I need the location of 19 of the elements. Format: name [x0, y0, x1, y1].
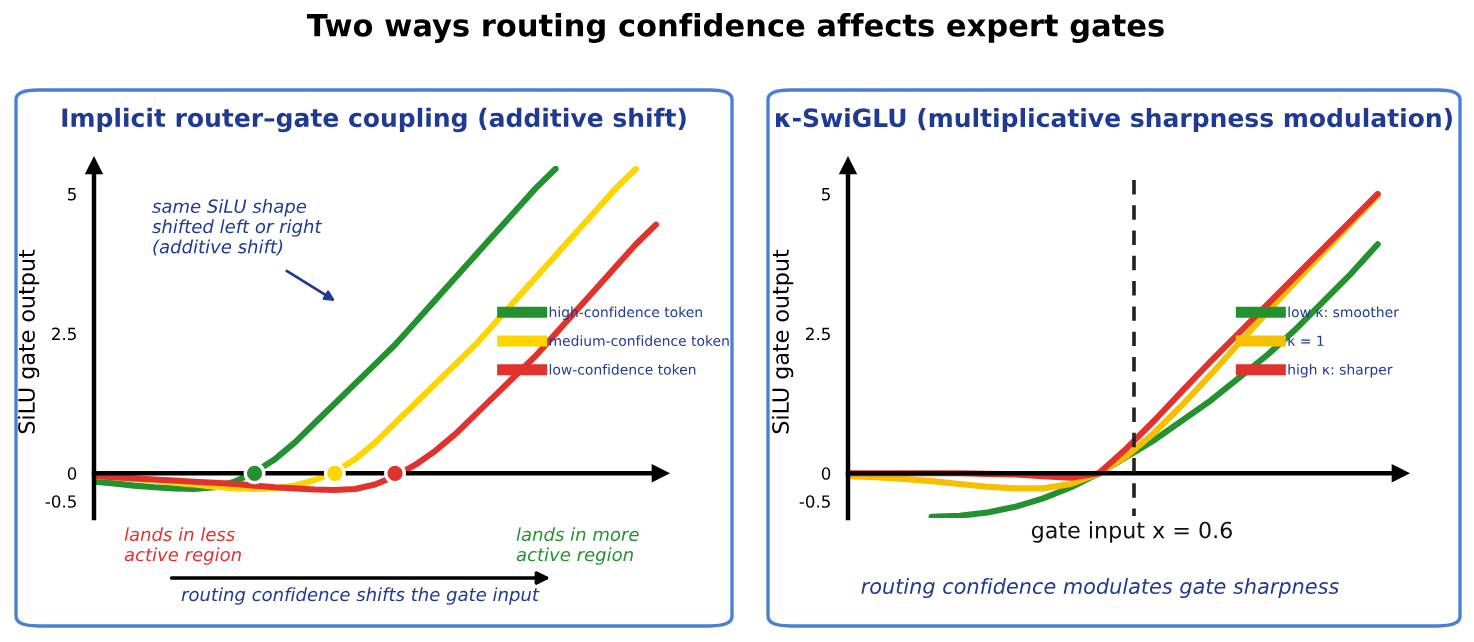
y-axis-title: SiLU gate output [17, 249, 40, 434]
y-tick-label: 5 [822, 188, 830, 201]
y-tick-label: -0.5 [799, 495, 830, 508]
y-tick-label: 0 [821, 467, 831, 480]
text: gate input x = 0.6 [1031, 521, 1232, 543]
annotation: same SiLU shape shifted left or right (additive shift) [152, 199, 323, 256]
chart-title: κ-SwiGLU (multiplicative sharpness modulation) [776, 107, 1452, 133]
y-tick-label: 0 [67, 467, 77, 480]
text: Two ways routing confidence affects expert gates [306, 13, 1164, 43]
y-tick-label: 2.5 [52, 327, 76, 341]
y-tick-label: -0.5 [45, 495, 76, 508]
text: routing confidence modulates gate sharpness [861, 577, 1339, 599]
y-axis-title: SiLU gate output [771, 249, 794, 434]
text: routing confidence shifts the gate input [181, 587, 540, 605]
text: lands in more active region [516, 527, 639, 565]
text: lands in less active region [124, 527, 241, 565]
y-tick-label: 2.5 [806, 327, 830, 341]
y-tick-label: 5 [68, 188, 76, 201]
chart-title: Implicit router–gate coupling (additive shift) [62, 107, 686, 133]
